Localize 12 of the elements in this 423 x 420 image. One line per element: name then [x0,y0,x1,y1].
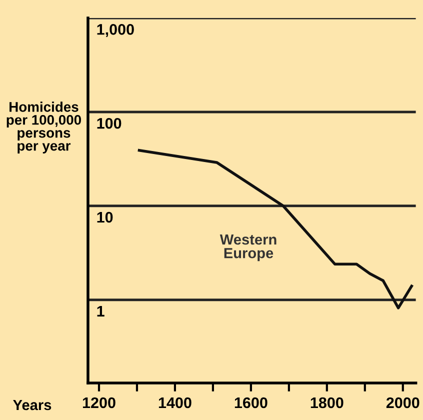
x-tick-label: 1600 [234,397,268,408]
x-tick-label: 1200 [82,397,116,408]
x-tick-label: 2000 [386,397,420,408]
y-tick-label: 1 [97,306,104,316]
y-tick-label: 1,000 [97,24,134,38]
x-tick-label: 1800 [310,397,344,408]
y-tick-label: 10 [97,212,113,223]
x-axis-title: Years [13,400,52,410]
x-tick-label: 1400 [158,397,192,408]
y-tick-label: 100 [97,118,122,129]
series-label: Western Europe [220,234,276,262]
y-axis-title: Homicides per 100,000 persons per year [6,102,81,154]
